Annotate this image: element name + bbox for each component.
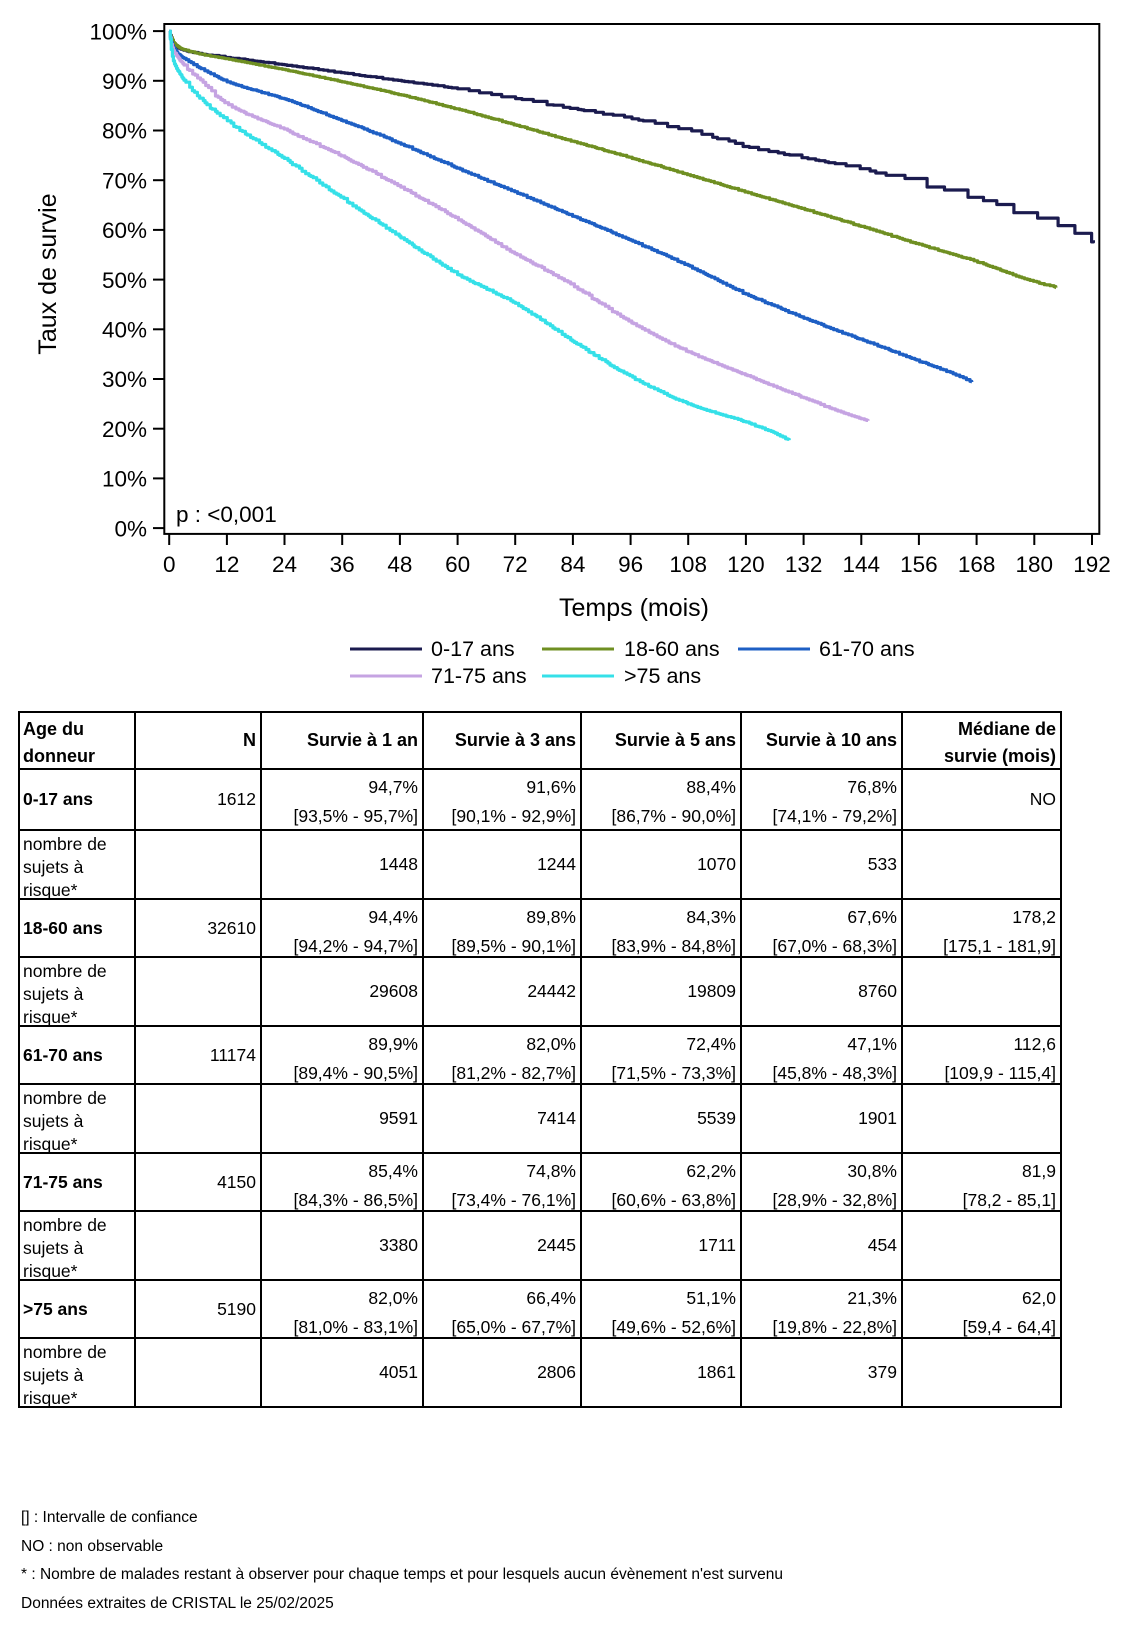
svg-text:60: 60 bbox=[445, 552, 470, 577]
svg-text:18-60 ans: 18-60 ans bbox=[624, 637, 720, 661]
svg-text:24: 24 bbox=[272, 552, 297, 577]
svg-text:80%: 80% bbox=[102, 119, 147, 144]
svg-text:156: 156 bbox=[900, 552, 938, 577]
svg-text:71-75 ans: 71-75 ans bbox=[431, 664, 527, 688]
svg-text:90%: 90% bbox=[102, 69, 147, 94]
svg-text:10%: 10% bbox=[102, 467, 147, 492]
svg-text:p : <0,001: p : <0,001 bbox=[176, 502, 277, 527]
svg-text:Temps (mois): Temps (mois) bbox=[559, 594, 709, 622]
svg-text:20%: 20% bbox=[102, 417, 147, 442]
svg-text:30%: 30% bbox=[102, 367, 147, 392]
svg-text:36: 36 bbox=[330, 552, 355, 577]
svg-text:192: 192 bbox=[1073, 552, 1111, 577]
svg-text:84: 84 bbox=[560, 552, 585, 577]
svg-text:0: 0 bbox=[163, 552, 176, 577]
svg-text:61-70 ans: 61-70 ans bbox=[819, 637, 915, 661]
svg-text:Taux de survie: Taux de survie bbox=[34, 193, 62, 354]
svg-text:50%: 50% bbox=[102, 268, 147, 293]
svg-text:48: 48 bbox=[387, 552, 412, 577]
svg-text:168: 168 bbox=[958, 552, 996, 577]
svg-text:72: 72 bbox=[503, 552, 528, 577]
svg-text:100%: 100% bbox=[89, 19, 147, 44]
svg-text:132: 132 bbox=[785, 552, 823, 577]
svg-text:120: 120 bbox=[727, 552, 765, 577]
svg-text:60%: 60% bbox=[102, 218, 147, 243]
svg-text:180: 180 bbox=[1016, 552, 1054, 577]
svg-text:70%: 70% bbox=[102, 168, 147, 193]
svg-text:0%: 0% bbox=[114, 516, 147, 541]
svg-text:>75 ans: >75 ans bbox=[624, 664, 701, 688]
svg-text:96: 96 bbox=[618, 552, 643, 577]
svg-text:0-17 ans: 0-17 ans bbox=[431, 637, 515, 661]
svg-text:144: 144 bbox=[843, 552, 881, 577]
svg-text:40%: 40% bbox=[102, 318, 147, 343]
svg-text:108: 108 bbox=[669, 552, 707, 577]
svg-text:12: 12 bbox=[214, 552, 239, 577]
